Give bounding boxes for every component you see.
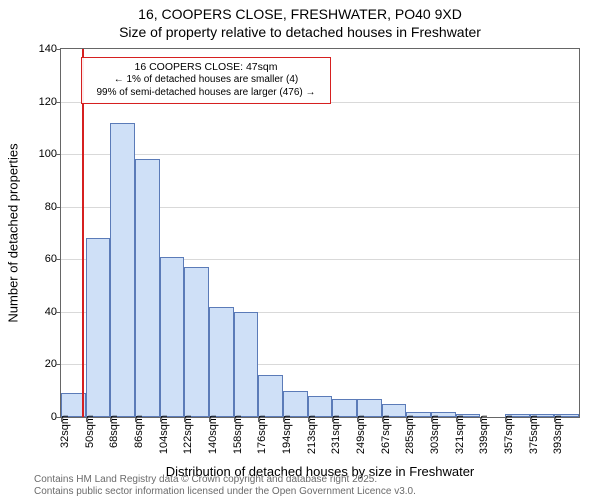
x-tick-label: 285sqm [404, 415, 416, 475]
annotation-box: 16 COOPERS CLOSE: 47sqm ← 1% of detached… [81, 57, 331, 104]
y-tick [56, 154, 61, 155]
y-tick [56, 207, 61, 208]
x-tick-label: 32sqm [59, 415, 71, 475]
x-tick-label: 339sqm [478, 415, 490, 475]
y-tick-label: 100 [29, 148, 57, 160]
gridline [61, 154, 579, 155]
footer-line2: Contains public sector information licen… [34, 486, 416, 497]
y-tick-label: 20 [29, 358, 57, 370]
x-tick-label: 267sqm [380, 415, 392, 475]
y-tick [56, 49, 61, 50]
x-tick-label: 213sqm [306, 415, 318, 475]
y-tick-label: 80 [29, 201, 57, 213]
x-tick-label: 321sqm [454, 415, 466, 475]
chart-title-line2: Size of property relative to detached ho… [0, 24, 600, 40]
histogram-bar [209, 307, 234, 417]
histogram-bar [283, 391, 308, 417]
x-tick-label: 231sqm [330, 415, 342, 475]
x-tick-label: 249sqm [355, 415, 367, 475]
y-tick-label: 0 [29, 411, 57, 423]
histogram-bar [160, 257, 185, 417]
y-tick [56, 364, 61, 365]
x-tick-label: 303sqm [429, 415, 441, 475]
y-tick-label: 140 [29, 43, 57, 55]
histogram-bar [234, 312, 259, 417]
chart-title-line1: 16, COOPERS CLOSE, FRESHWATER, PO40 9XD [0, 6, 600, 22]
y-tick [56, 259, 61, 260]
x-tick-label: 86sqm [133, 415, 145, 475]
y-axis-label: Number of detached properties [6, 143, 21, 322]
plot-area: Number of detached properties Distributi… [60, 48, 580, 418]
chart-footer: Contains HM Land Registry data © Crown c… [34, 474, 416, 497]
y-tick-label: 40 [29, 306, 57, 318]
annotation-line2: ← 1% of detached houses are smaller (4) [88, 74, 324, 87]
annotation-line1: 16 COOPERS CLOSE: 47sqm [88, 61, 324, 74]
y-tick [56, 312, 61, 313]
y-tick-label: 60 [29, 253, 57, 265]
histogram-bar [258, 375, 283, 417]
x-tick-label: 357sqm [503, 415, 515, 475]
histogram-bar [135, 159, 160, 417]
x-tick-label: 50sqm [84, 415, 96, 475]
x-tick-label: 140sqm [207, 415, 219, 475]
x-tick-label: 393sqm [552, 415, 564, 475]
histogram-bar [308, 396, 333, 417]
annotation-line3: 99% of semi-detached houses are larger (… [88, 87, 324, 100]
x-tick-label: 122sqm [182, 415, 194, 475]
y-tick-label: 120 [29, 96, 57, 108]
reference-line [82, 49, 84, 417]
histogram-bar [86, 238, 111, 417]
y-tick [56, 102, 61, 103]
histogram-bar [184, 267, 209, 417]
x-tick-label: 375sqm [528, 415, 540, 475]
footer-line1: Contains HM Land Registry data © Crown c… [34, 474, 377, 485]
x-tick-label: 68sqm [108, 415, 120, 475]
x-tick-label: 104sqm [158, 415, 170, 475]
x-tick-label: 158sqm [232, 415, 244, 475]
histogram-bar [110, 123, 135, 417]
x-tick-label: 176sqm [256, 415, 268, 475]
x-tick-label: 194sqm [281, 415, 293, 475]
